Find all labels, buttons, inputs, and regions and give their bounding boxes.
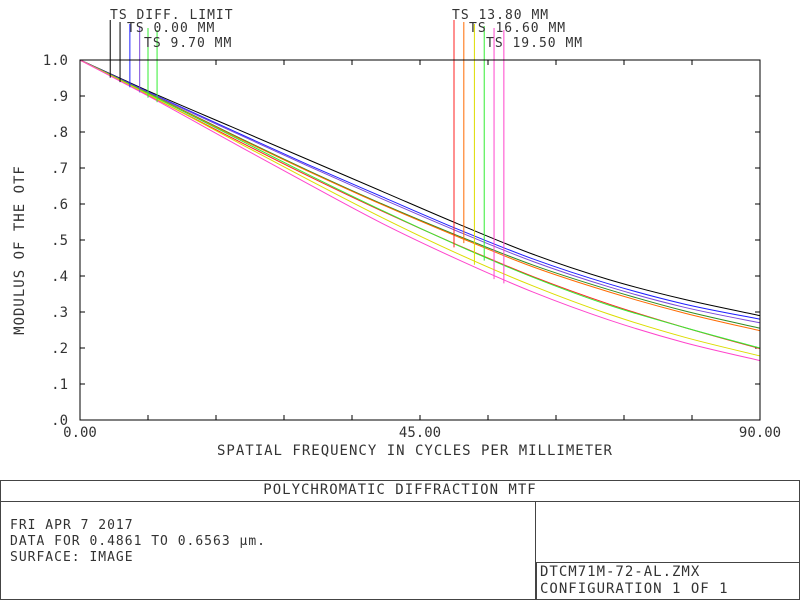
y-tick-label: .2 [51,341,68,357]
y-tick-label: .7 [51,161,68,177]
info-box [0,501,536,600]
series-line-3 [79,59,761,329]
series-line-8 [79,59,761,362]
y-tick-label: .3 [51,305,68,321]
plot-frame [79,59,761,421]
x-tick-label: 0.00 [63,425,97,441]
y-tick-label: .8 [51,125,68,141]
series-line-0 [79,59,761,317]
info-line-wavelength: DATA FOR 0.4861 TO 0.6563 µm. [10,534,266,549]
series-line-6 [79,59,761,349]
y-tick-label: .6 [51,197,68,213]
report-title: POLYCHROMATIC DIFFRACTION MTF [263,482,537,498]
y-tick-label: .5 [51,233,68,249]
y-tick-label: .9 [51,89,68,105]
y-tick-label: .0 [51,413,68,429]
info-line-surface: SURFACE: IMAGE [10,550,134,565]
series-line-1 [79,59,761,320]
file-box [536,562,800,600]
x-tick-label: 90.00 [739,425,781,441]
series-line-2 [79,59,761,324]
legend-label: TS 0.00 MM [127,21,215,36]
series-line-5 [79,59,761,350]
legend-label: TS 9.70 MM [144,36,232,51]
y-axis-label: MODULUS OF THE OTF [12,165,28,335]
x-tick-label: 45.00 [399,425,441,441]
configuration-text: CONFIGURATION 1 OF 1 [540,581,729,597]
file-name: DTCM71M-72-AL.ZMX [540,564,701,580]
series-line-4 [79,59,761,332]
x-axis-label: SPATIAL FREQUENCY IN CYCLES PER MILLIMET… [217,443,613,459]
legend-label: TS 16.60 MM [469,21,566,36]
legend-label: TS DIFF. LIMIT [110,8,234,23]
legend-label: TS 13.80 MM [452,8,549,23]
y-tick-label: 1.0 [43,53,68,69]
series-line-7 [79,59,761,357]
legend-label: TS 19.50 MM [486,36,583,51]
y-tick-label: .1 [51,377,68,393]
y-tick-label: .4 [51,269,68,285]
info-line-date: FRI APR 7 2017 [10,518,134,533]
